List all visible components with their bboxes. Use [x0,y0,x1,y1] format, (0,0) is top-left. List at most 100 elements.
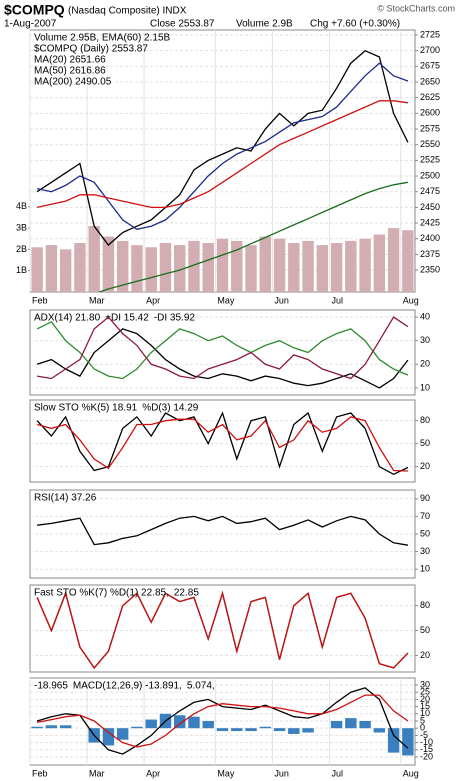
series-line [36,320,409,380]
bar [402,728,414,756]
y-tick-label: 30 [420,546,430,556]
x-tick-label: Feb [32,768,48,778]
legend-entry: Slow STO %K(5) 18.91 [34,403,138,414]
legend-entry: Volume 2.95B, EMA(60) 2.15B [34,33,171,44]
y-tick-label: 2450 [420,202,440,212]
x-tick-label: May [217,768,235,778]
legend-entry: -18.965 [34,681,68,692]
legend-entry: Fast STO %K(7) %D(1) 22.85, [34,588,169,599]
x-tick-label: Jul [331,768,343,778]
bar [174,245,186,292]
bar [330,720,343,729]
bar [88,225,100,292]
y-tick-label: 50 [420,528,430,538]
x-tick-label: Mar [89,295,105,305]
legend-entry: $COMPQ (Daily) 2553.87 [34,44,148,55]
bar [330,243,343,292]
bar [273,728,286,732]
y-tick-label: 2375 [420,249,440,259]
bar [74,243,86,292]
bar [188,716,200,729]
annotation: Chg +7.60 (+0.30%) [310,19,400,30]
plot [31,687,414,756]
bar [31,247,43,292]
series-line [36,316,409,380]
y-tick-label: 20 [420,650,430,660]
y-tick-label: 10 [420,564,430,574]
bar [59,249,72,292]
series-line [36,62,409,230]
legend-entry: MA(50) 2616.86 [34,66,106,77]
y-tick-label: 5 [420,715,425,725]
bar [302,240,314,292]
y-tick-label: -20 [420,751,433,761]
legend-entry: -DI 35.92 [154,313,196,324]
bar [231,728,243,732]
plot [31,49,414,292]
bar [373,234,386,292]
series-line [36,100,408,209]
bar [174,715,186,729]
y-tick-label: 90 [420,493,430,503]
y-tick-label: -5 [420,730,428,740]
x-tick-label: Mar [89,768,105,778]
bar [116,240,129,292]
y-tick-label: 2700 [420,45,440,55]
y-tick-label: 30 [420,679,430,689]
y-tick-label: -10 [420,737,433,747]
bar [45,725,58,729]
y-tick-label: 2400 [420,233,440,243]
bar [245,245,257,292]
date: 1-Aug-2007 [4,19,57,30]
y-tick-label: 15 [420,701,430,711]
legend-entry: MA(20) 2651.66 [34,55,106,66]
plot [36,316,409,389]
bar [373,728,386,733]
bar [59,725,72,729]
bar [359,720,371,729]
bar [145,719,157,729]
chart-subtitle: (Nasdaq Composite) INDX [68,6,187,17]
legend-entry: 5.074, [187,681,215,692]
bar [402,230,414,292]
bar [316,245,329,292]
plot [36,590,409,669]
y-tick-label: 2600 [420,108,440,118]
x-tick-label: Jul [331,295,343,305]
bar [216,728,229,732]
bar [131,726,143,729]
x-tick-label: Jun [274,295,289,305]
y-tick-label: 20 [420,359,430,369]
bar [159,243,172,292]
y-tick-label: 30 [420,335,430,345]
legend-entry: 22.85 [174,588,199,599]
bar [387,228,400,292]
plot [37,515,409,546]
bar [145,247,157,292]
annotation: Volume 2.9B [236,19,293,30]
series-line [36,687,409,755]
y-tick-label: 20 [420,694,430,704]
bar [31,726,43,729]
legend-entry: MA(200) 2490.05 [34,77,112,88]
x-tick-label: Feb [32,295,48,305]
series-line [36,49,409,246]
bar [259,726,271,729]
bar [202,720,214,729]
legend-entry: RSI(14) 37.26 [34,493,97,504]
y-tick-label: 25 [420,687,430,697]
y-tick-label: 80 [420,600,430,610]
y-tick-label: 80 [420,415,430,425]
y-tick-label: 40 [420,311,430,321]
series-line [36,590,409,669]
x-tick-label: Apr [146,295,160,305]
bar [345,240,357,292]
bar [359,238,371,292]
bar [387,728,400,753]
series-line [36,411,409,476]
y-tick-label: 10 [420,382,430,392]
series-line [37,515,409,546]
y-tick-label: 2350 [420,264,440,274]
x-tick-label: Jun [274,768,289,778]
